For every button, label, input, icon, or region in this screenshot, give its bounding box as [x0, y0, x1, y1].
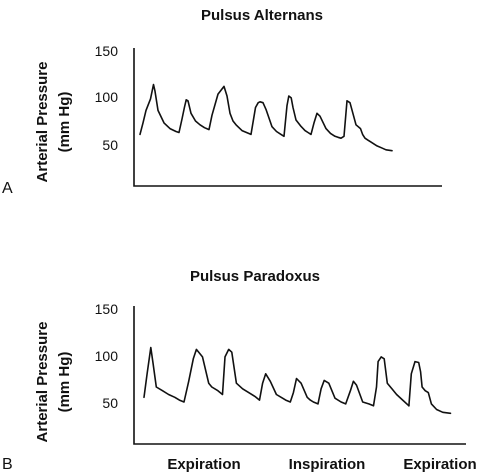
panel-b-y-tick-label-50: 50 [102, 395, 118, 411]
panel-a-y-axis-label: Arterial Pressure (mm Hg) [34, 62, 73, 183]
panel-a-axes [133, 48, 442, 187]
panel-a-y-axis-label-line-2: (mm Hg) [56, 92, 73, 153]
panel-b-pressure-trace-end [408, 360, 452, 415]
panel-a-y-tick-label-100: 100 [95, 89, 119, 105]
panel-b-y-axis-label-line-1: Arterial Pressure [34, 322, 51, 443]
x-category-inspiration: Inspiration [289, 456, 366, 473]
panel-a-y-tick-label-150: 150 [95, 43, 119, 59]
panel-a-label: A [2, 180, 13, 197]
panel-b-label: B [2, 456, 13, 473]
x-category-expiration-2: Expiration [403, 456, 476, 473]
panel-a-y-axis-label-line-1: Arterial Pressure [34, 62, 51, 183]
panel-b-axes [133, 306, 466, 445]
x-category-expiration-1: Expiration [167, 456, 240, 473]
panel-b-y-axis-label: Arterial Pressure (mm Hg) [34, 322, 73, 443]
panel-a-y-tick-label-50: 50 [102, 137, 118, 153]
panel-b: Pulsus Paradoxus Arterial Pressure (mm H… [2, 268, 477, 473]
panel-b-pressure-trace [143, 346, 410, 407]
panel-b-title: Pulsus Paradoxus [190, 268, 320, 285]
panel-a-title: Pulsus Alternans [201, 7, 323, 24]
panel-b-y-tick-label-100: 100 [95, 348, 119, 364]
panel-a-pressure-trace [139, 83, 393, 152]
panel-a: Pulsus Alternans Arterial Pressure (mm H… [2, 7, 442, 197]
panel-b-y-tick-label-150: 150 [95, 301, 119, 317]
panel-b-y-axis-label-line-2: (mm Hg) [56, 352, 73, 413]
